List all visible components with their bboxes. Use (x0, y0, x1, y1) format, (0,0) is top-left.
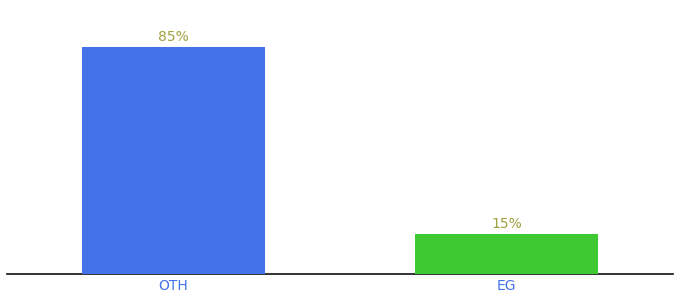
Bar (415, 234, 598, 274)
Text: 15%: 15% (491, 218, 522, 231)
Text: 85%: 85% (158, 30, 189, 44)
Bar (82, 47, 265, 274)
